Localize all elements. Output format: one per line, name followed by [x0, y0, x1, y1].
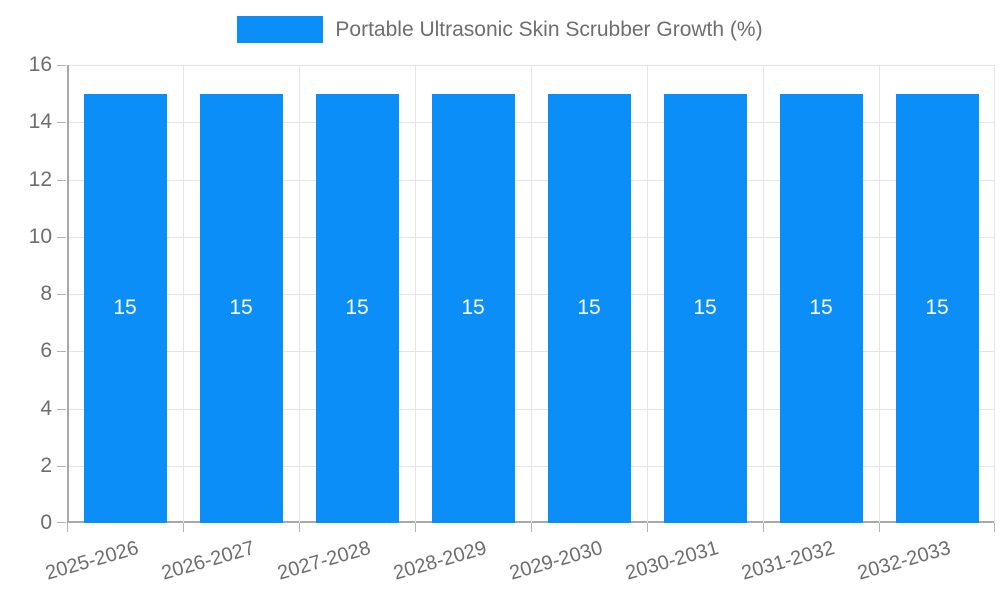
- y-tick-label: 0: [40, 511, 52, 534]
- x-tick-mark: [299, 523, 300, 532]
- legend-label: Portable Ultrasonic Skin Scrubber Growth…: [335, 18, 763, 41]
- y-tick-mark: [57, 351, 66, 353]
- bar-value-label: 15: [113, 296, 137, 320]
- x-gridline: [531, 65, 532, 523]
- x-tick-mark: [647, 523, 648, 532]
- x-gridline: [879, 65, 880, 523]
- x-tick-mark: [994, 523, 995, 532]
- bar-value-label: 15: [229, 296, 253, 320]
- y-tick-label: 2: [40, 453, 52, 477]
- y-tick-mark: [57, 65, 66, 66]
- y-tick-label: 10: [28, 224, 52, 248]
- x-tick-mark: [183, 523, 184, 532]
- y-tick-label: 14: [28, 110, 52, 134]
- chart-legend: Portable Ultrasonic Skin Scrubber Growth…: [0, 16, 1000, 43]
- bar: 15: [895, 93, 979, 523]
- y-tick-label: 12: [28, 167, 52, 191]
- y-axis-line: [67, 65, 69, 523]
- x-tick-mark: [879, 523, 880, 532]
- y-tick-mark: [57, 236, 66, 238]
- bar: 15: [547, 93, 631, 523]
- x-gridline: [415, 65, 416, 523]
- y-tick-label: 16: [28, 53, 52, 76]
- x-gridline: [763, 65, 764, 523]
- y-tick-label: 4: [40, 396, 52, 420]
- x-gridline: [183, 65, 184, 523]
- legend-item[interactable]: Portable Ultrasonic Skin Scrubber Growth…: [237, 16, 763, 43]
- bar: 15: [431, 93, 515, 523]
- bar: 15: [83, 93, 167, 523]
- bar: 15: [315, 93, 399, 523]
- bar-value-label: 15: [693, 296, 717, 320]
- bar: 15: [663, 93, 747, 523]
- y-tick-mark: [57, 522, 66, 523]
- bar-value-label: 15: [577, 296, 601, 320]
- y-tick-label: 8: [40, 282, 52, 305]
- plot-area: 15 15 15 15 15 15 15 15: [57, 65, 995, 532]
- x-gridline: [647, 65, 648, 523]
- y-tick-mark: [57, 122, 66, 124]
- bar: 15: [779, 93, 863, 523]
- bar: 15: [199, 93, 283, 523]
- bar-value-label: 15: [461, 296, 485, 320]
- x-gridline: [299, 65, 300, 523]
- x-tick-mark: [67, 523, 68, 532]
- y-tick-mark: [57, 408, 66, 410]
- y-tick-mark: [57, 465, 66, 467]
- y-tick-label: 6: [40, 339, 52, 363]
- x-tick-mark: [763, 523, 764, 532]
- y-tick-mark: [57, 294, 66, 295]
- bar-value-label: 15: [345, 296, 369, 320]
- legend-swatch: [237, 16, 324, 43]
- y-tick-mark: [57, 179, 66, 181]
- x-gridline: [994, 65, 995, 523]
- bar-value-label: 15: [925, 296, 949, 320]
- x-tick-mark: [531, 523, 532, 532]
- x-tick-mark: [415, 523, 416, 532]
- bar-value-label: 15: [809, 296, 833, 320]
